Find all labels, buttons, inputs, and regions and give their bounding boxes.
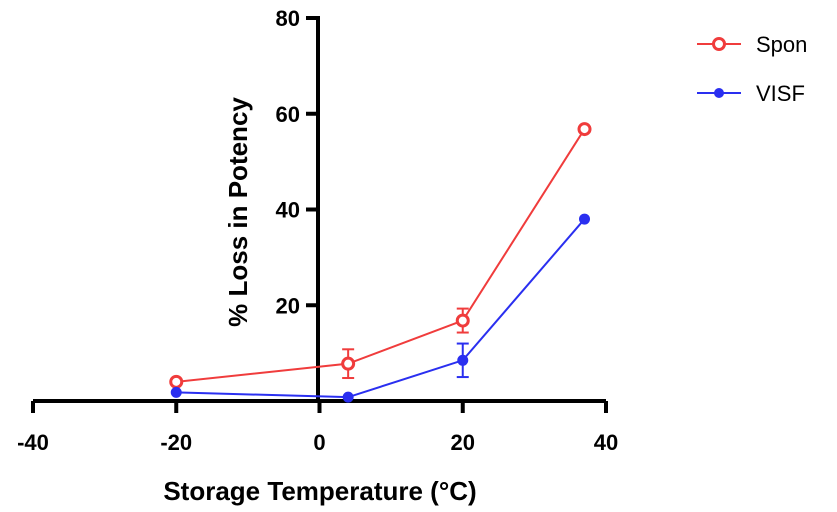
data-point (577, 122, 592, 137)
y-tick-label: 20 (276, 293, 300, 318)
data-point (170, 386, 182, 398)
legend-label: Spon (756, 32, 807, 57)
series-spon (169, 122, 592, 389)
y-tick-label: 80 (276, 6, 300, 31)
x-tick-label: 40 (594, 430, 618, 455)
x-tick-label: 0 (313, 430, 325, 455)
x-axis-title: Storage Temperature (°C) (163, 476, 476, 506)
series-line (176, 128, 586, 383)
y-tick-label: 60 (276, 102, 300, 127)
legend-item-spon: Spon (697, 32, 807, 57)
data-point (342, 391, 354, 403)
series-line (176, 218, 586, 399)
data-point (341, 356, 356, 371)
data-point (169, 374, 184, 389)
x-tick-label: 20 (451, 430, 475, 455)
y-axis-title: % Loss in Potency (223, 97, 253, 327)
legend-swatch-marker (712, 37, 726, 51)
y-tick-label: 40 (276, 198, 300, 223)
legend-swatch-marker (714, 88, 724, 98)
data-point (579, 213, 591, 225)
x-tick-label: -40 (17, 430, 49, 455)
legend: Spon VISF (697, 32, 807, 106)
legend-item-visf: VISF (697, 81, 805, 106)
data-point (457, 354, 469, 366)
legend-label: VISF (756, 81, 805, 106)
series-visf (170, 213, 591, 403)
x-tick-label: -20 (160, 430, 192, 455)
series-layer (169, 122, 592, 403)
axes: -40 -20 0 20 40 20 40 60 80 (17, 6, 618, 455)
data-point (455, 313, 470, 328)
